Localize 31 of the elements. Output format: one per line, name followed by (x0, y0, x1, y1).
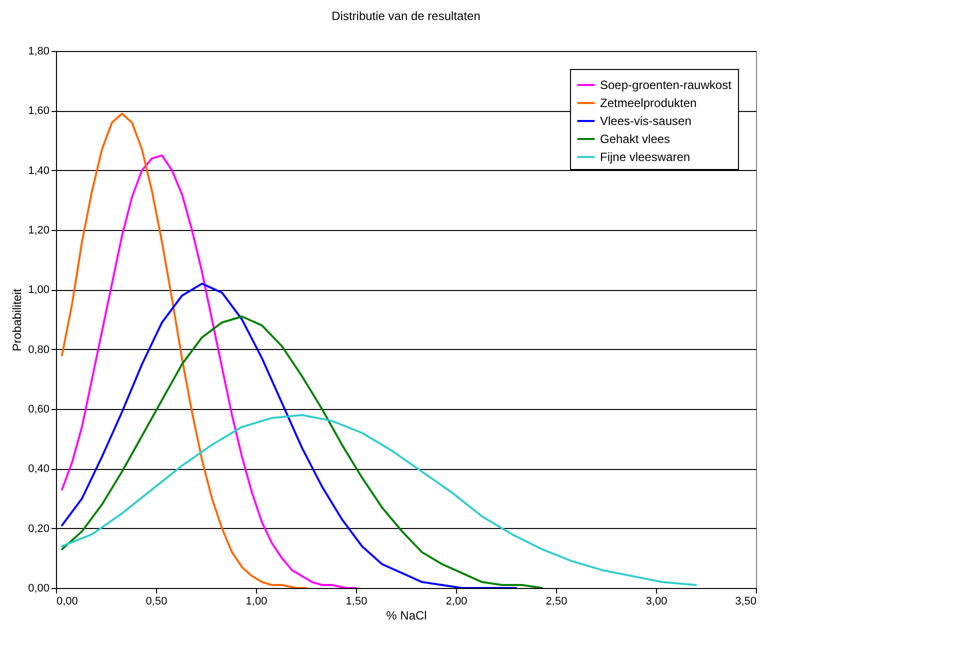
y-tick-label: 1,00 (28, 284, 50, 296)
y-axis-title: Probabiliteit (10, 288, 24, 352)
line-series (61, 414, 697, 586)
y-tick-label: 0,40 (28, 463, 50, 476)
legend-label: Fijne vleeswaren (600, 150, 690, 164)
x-tick-label: 2,00 (446, 596, 468, 608)
line-series (61, 112, 307, 588)
x-tick-label: 3,00 (646, 596, 668, 608)
line-series (61, 154, 357, 588)
x-tick-label: 1,50 (346, 596, 368, 608)
y-tick-label: 1,40 (28, 164, 50, 177)
y-tick-label: 0,00 (28, 582, 50, 594)
legend-label: Zetmeelprodukten (600, 96, 697, 110)
x-tick-label: 1,00 (246, 596, 268, 608)
line-series (61, 316, 543, 588)
x-tick-label: 3,50 (735, 596, 756, 608)
y-tick-label: 1,60 (28, 105, 50, 118)
x-tick-label: 0,00 (56, 596, 78, 608)
y-tick-label: 0,80 (28, 344, 50, 356)
legend-label: Soep-groenten-rauwkost (600, 78, 732, 92)
y-tick-label: 1,20 (28, 224, 50, 236)
y-tick-label: 0,60 (28, 404, 50, 416)
x-axis-title: % NaCl (386, 608, 427, 622)
y-tick-label: 1,80 (28, 46, 50, 58)
line-series (61, 282, 517, 588)
x-tick-label: 0,50 (146, 596, 168, 608)
y-tick-label: 0,20 (28, 522, 50, 535)
chart-title: Distributie van de resultaten (332, 9, 480, 23)
legend-label: Gehakt vlees (600, 132, 670, 146)
x-tick-label: 2,50 (546, 596, 568, 608)
legend-label: Vlees-vis-sausen (600, 114, 692, 128)
